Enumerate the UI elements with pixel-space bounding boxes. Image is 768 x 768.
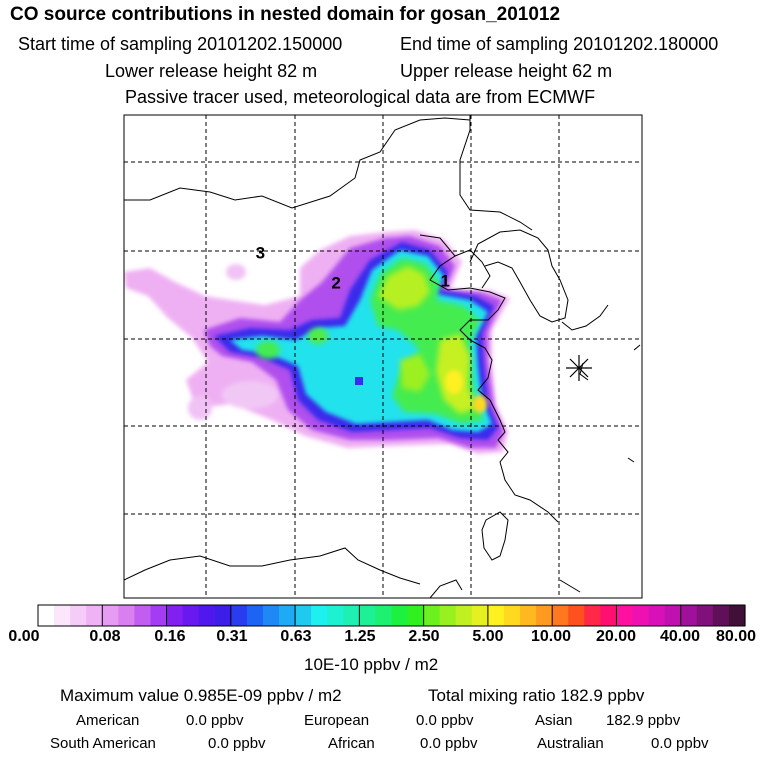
colorbar-segment	[134, 605, 152, 626]
colorbar-tick-label: 1.25	[344, 628, 376, 645]
colorbar-segment	[616, 605, 634, 626]
colorbar-segment	[359, 605, 377, 626]
colorbar-segment	[664, 605, 682, 626]
max-value: Maximum value 0.985E-09 ppbv / m2	[60, 686, 342, 705]
colorbar-segment	[552, 605, 569, 626]
total-mixing-ratio: Total mixing ratio 182.9 ppbv	[428, 686, 645, 705]
colorbar-tick-label: 10.00	[530, 628, 572, 645]
colorbar-segment	[536, 605, 553, 626]
colorbar-segment	[166, 605, 184, 626]
map-grid	[124, 115, 642, 598]
colorbar-tick-label: 0.63	[280, 628, 312, 645]
asian-value: 182.9 ppbv	[606, 712, 681, 729]
start-sampling-label: Start time of sampling 20101202.150000	[18, 34, 343, 54]
colorbar-segment	[407, 605, 425, 626]
colorbar-segment	[279, 605, 296, 626]
colorbar-segment	[728, 605, 746, 626]
colorbar-units: 10E-10 ppbv / m2	[304, 655, 439, 674]
plume-layer	[124, 230, 510, 454]
plume-yellow	[445, 370, 487, 413]
colorbar-tick-label: 80.00	[715, 628, 757, 645]
colorbar-frame	[37, 604, 746, 627]
marker-3: 3	[256, 244, 265, 263]
south-american-value: 0.0 ppbv	[208, 735, 266, 752]
colorbar-segment	[439, 605, 457, 626]
american-label: American	[76, 712, 140, 729]
australian-value: 0.0 ppbv	[651, 735, 709, 752]
asterisk-receptor-icon	[566, 355, 592, 381]
colorbar-segment	[696, 605, 714, 626]
colorbar-tick-label: 0.00	[8, 628, 40, 645]
colorbar-segment	[648, 605, 666, 626]
colorbar-tick-lines	[101, 605, 682, 626]
colorbar-segment	[102, 605, 119, 626]
colorbar-tick-label: 2.50	[408, 628, 440, 645]
colorbar-segment	[198, 605, 216, 626]
colorbar-segment	[295, 605, 312, 626]
colorbar-segment	[712, 605, 730, 626]
marker-1: 1	[440, 272, 449, 291]
colorbar-segment	[246, 605, 264, 626]
colorbar-segment	[70, 605, 87, 626]
plume-blue-cell	[355, 377, 363, 385]
colorbar-segment	[86, 605, 103, 626]
colorbar-segment	[311, 605, 328, 626]
colorbar-segments	[38, 605, 746, 626]
african-label: African	[328, 735, 375, 752]
colorbar-segment	[503, 605, 521, 626]
lower-release-label: Lower release height 82 m	[105, 61, 318, 81]
colorbar-segment	[343, 605, 360, 626]
colorbar-segment	[214, 605, 232, 626]
colorbar-segment	[54, 605, 71, 626]
colorbar-segment	[391, 605, 409, 626]
colorbar-tick-label: 0.31	[216, 628, 248, 645]
african-value: 0.0 ppbv	[420, 735, 478, 752]
colorbar-tick-label: 20.00	[595, 628, 637, 645]
australian-label: Australian	[537, 735, 604, 752]
colorbar-segment	[150, 605, 168, 626]
colorbar-segment	[568, 605, 585, 626]
colorbar-segment	[520, 605, 537, 626]
colorbar-tick-label: 0.16	[154, 628, 186, 645]
map-frame	[123, 114, 643, 599]
colorbar-segment	[327, 605, 344, 626]
tracer-info-label: Passive tracer used, meteorological data…	[125, 87, 596, 107]
colorbar-tick-label: 5.00	[472, 628, 504, 645]
colorbar-segment	[455, 605, 473, 626]
colorbar-segment	[487, 605, 505, 626]
colorbar-segment	[680, 605, 698, 626]
american-value: 0.0 ppbv	[186, 712, 244, 729]
map-title: CO source contributions in nested domain…	[10, 4, 561, 25]
south-american-label: South American	[50, 735, 156, 752]
colorbar-segment	[38, 605, 55, 626]
colorbar-segment	[262, 605, 280, 626]
colorbar-tick-label: 0.08	[89, 628, 121, 645]
colorbar-segment	[118, 605, 136, 626]
colorbar-segment	[584, 605, 601, 626]
marker-2: 2	[331, 273, 340, 292]
upper-release-label: Upper release height 62 m	[400, 61, 613, 81]
colorbar-segment	[600, 605, 618, 626]
end-sampling-label: End time of sampling 20101202.180000	[400, 34, 719, 54]
coastlines	[124, 115, 641, 598]
colorbar-segment	[471, 605, 489, 626]
colorbar-segment	[230, 605, 248, 626]
european-value: 0.0 ppbv	[416, 712, 474, 729]
colorbar-segment	[375, 605, 393, 626]
european-label: European	[304, 712, 370, 729]
colorbar-segment	[182, 605, 200, 626]
asian-label: Asian	[535, 712, 573, 729]
colorbar-segment	[423, 605, 441, 626]
colorbar-tick-label: 40.00	[659, 628, 701, 645]
colorbar-segment	[632, 605, 650, 626]
